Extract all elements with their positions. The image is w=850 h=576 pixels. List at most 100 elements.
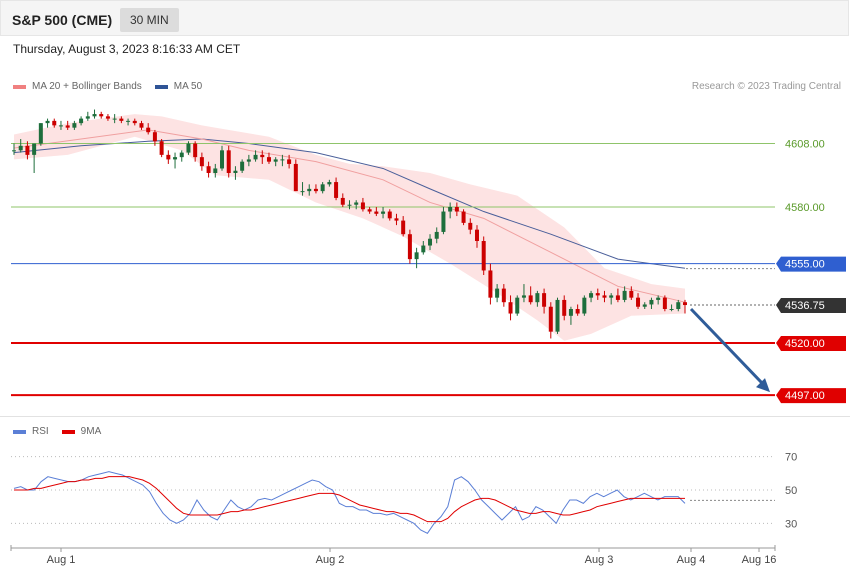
candle-body (589, 293, 594, 298)
level-label: 4520.00 (785, 338, 825, 350)
timeframe-badge[interactable]: 30 MIN (120, 8, 179, 32)
candle-body (105, 116, 110, 119)
candle-body (179, 152, 184, 158)
candle-body (327, 182, 332, 185)
candle-body (428, 238, 433, 246)
candle-body (448, 207, 453, 212)
rsi-ma-legend-label: 9MA (80, 426, 102, 437)
candle-body (562, 299, 567, 316)
candle-body (287, 159, 292, 164)
candle-body (407, 234, 412, 260)
candle-body (307, 188, 312, 192)
candle-body (381, 211, 386, 214)
level-label: 4497.00 (785, 390, 825, 402)
candle-body (58, 125, 63, 127)
level-tag-resistance (776, 256, 846, 272)
level-tag-current (776, 298, 846, 314)
candle-body (495, 288, 500, 298)
level-label: 4555.00 (785, 259, 825, 271)
x-axis-label: Aug 16 (742, 554, 777, 566)
candle-body (662, 297, 667, 309)
candle-body (615, 295, 620, 300)
ma20-swatch (13, 84, 26, 89)
rsi-ma-swatch (61, 429, 75, 434)
candle-body (72, 123, 77, 128)
level-label: 4608.00 (785, 139, 825, 151)
candle-body (220, 150, 225, 169)
candle-body (374, 211, 379, 214)
ma50-legend-label: MA 50 (173, 81, 203, 92)
ma20-line (13, 129, 686, 303)
instrument-title: S&P 500 (CME) (12, 12, 113, 28)
candle-body (501, 288, 506, 303)
candle-body (246, 159, 251, 162)
rsi-tick-label: 50 (785, 485, 797, 497)
candle-body (656, 297, 661, 300)
candle-body (481, 241, 486, 271)
candle-body (609, 295, 614, 298)
candle-body (521, 295, 526, 298)
candle-body (320, 184, 325, 192)
candle-body (508, 302, 513, 314)
candle-body (92, 114, 97, 117)
bollinger-band (14, 114, 685, 341)
candle-body (260, 154, 265, 158)
candle-body (454, 207, 459, 212)
candle-body (119, 118, 124, 121)
candle-body (12, 150, 16, 152)
candle-body (683, 302, 687, 306)
candle-body (669, 309, 674, 310)
level-tag-support (776, 388, 846, 404)
candle-body (146, 127, 151, 133)
candle-body (394, 218, 399, 221)
candle-body (293, 163, 298, 192)
level-tag-support (776, 336, 846, 351)
candle-body (300, 191, 305, 193)
candle-body (568, 309, 573, 316)
x-axis-label: Aug 4 (677, 554, 706, 566)
candle-body (38, 123, 43, 144)
rsi-line (13, 471, 686, 534)
candle-body (25, 145, 30, 155)
candle-body (441, 211, 446, 232)
candle-body (253, 154, 258, 160)
candle-body (199, 157, 204, 167)
rsi-legend: RSI 9MA (13, 426, 114, 437)
candle-body (535, 293, 540, 303)
candle-body (213, 168, 218, 173)
candle-body (676, 302, 681, 309)
candle-body (132, 120, 137, 124)
candle-body (206, 166, 211, 173)
level-label: 4536.75 (785, 300, 825, 312)
projection-arrow-line (689, 307, 766, 387)
candle-body (622, 290, 627, 300)
candle-body (555, 299, 560, 332)
candle-body (240, 161, 245, 171)
ma50-line (13, 138, 686, 269)
candle-body (65, 125, 70, 128)
candle-body (461, 211, 466, 223)
candle-body (139, 123, 144, 128)
candle-body (166, 154, 171, 160)
candle-body (421, 245, 426, 253)
candle-body (649, 299, 654, 305)
candle-body (173, 157, 178, 160)
candle-body (548, 306, 553, 332)
candle-body (273, 159, 278, 162)
candle-body (266, 157, 271, 162)
candle-body (112, 118, 117, 120)
candle-body (32, 143, 37, 155)
candle-body (575, 309, 580, 314)
candle-body (488, 270, 493, 298)
candle-body (515, 297, 520, 314)
candle-body (602, 295, 607, 298)
candle-body (159, 141, 164, 155)
candle-body (387, 211, 392, 219)
candle-body (152, 132, 157, 142)
ma50-swatch (154, 84, 168, 89)
candle-body (360, 202, 365, 210)
x-axis-label: Aug 3 (585, 554, 614, 566)
main-legend: MA 20 + Bollinger Bands MA 50 (13, 81, 215, 92)
rsi-ma-line (14, 476, 685, 523)
